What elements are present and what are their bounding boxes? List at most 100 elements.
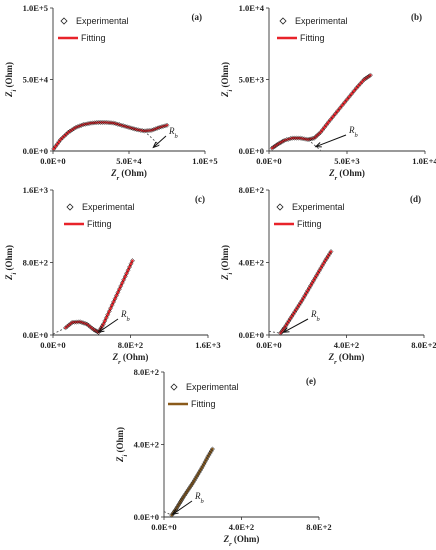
experimental-point [184, 489, 190, 495]
experimental-point [177, 499, 184, 505]
experimental-point [120, 123, 126, 129]
experimental-point [201, 461, 207, 467]
x-tick-label: 4.0E+2 [229, 522, 254, 532]
y-axis-title: Zi (Ohm) [115, 427, 129, 463]
experimental-point [143, 128, 149, 134]
legend-marker-experimental [276, 203, 284, 211]
experimental-point [290, 311, 296, 317]
experimental-point [349, 91, 355, 97]
experimental-point [315, 270, 321, 276]
experimental-point [97, 119, 104, 125]
experimental-point [77, 123, 83, 129]
experimental-point [80, 320, 87, 326]
experimental-point [319, 263, 325, 269]
x-axis-title: Zr (Ohm) [112, 352, 149, 366]
rb-arrowhead [314, 142, 322, 148]
x-tick-label: 0.0E+0 [151, 522, 176, 532]
experimental-point [344, 96, 350, 103]
experimental-point [337, 105, 343, 111]
y-tick-label: 4.0E+2 [134, 440, 159, 450]
experimental-point [145, 128, 151, 134]
experimental-point [316, 131, 322, 137]
experimental-point [139, 128, 145, 134]
experimental-point [151, 126, 157, 133]
experimental-point [339, 102, 345, 108]
panel-label: (c) [195, 194, 205, 204]
experimental-point [207, 450, 213, 456]
experimental-point [293, 307, 299, 313]
extrapolation-line [163, 511, 172, 516]
y-axis-title: Zi (Ohm) [220, 245, 234, 281]
fitting-series-line [52, 121, 169, 151]
legend-label-fitting: Fitting [297, 219, 322, 229]
experimental-point [292, 309, 298, 315]
panel-label: (e) [306, 376, 316, 386]
experimental-point [188, 483, 194, 489]
x-tick-label: 4.0E+2 [334, 340, 359, 350]
legend-label-fitting: Fitting [191, 399, 216, 409]
extrapolation-line [307, 139, 321, 151]
experimental-point [51, 146, 57, 152]
experimental-point [56, 139, 62, 145]
legend-marker-experimental [60, 17, 68, 25]
rb-arrowhead [171, 508, 179, 516]
experimental-point [160, 123, 166, 129]
experimental-point [174, 505, 180, 511]
experimental-point [309, 280, 315, 286]
experimental-point [185, 487, 191, 493]
experimental-point [285, 136, 292, 142]
experimental-point [103, 119, 109, 125]
experimental-point [67, 128, 73, 134]
experimental-point [277, 140, 283, 146]
experimental-point [326, 251, 333, 257]
experimental-point [192, 475, 199, 482]
experimental-point [71, 126, 77, 132]
experimental-point [54, 141, 60, 147]
experimental-point [132, 126, 138, 132]
experimental-point [63, 131, 69, 137]
rb-arrow [283, 318, 309, 333]
experimental-point [310, 135, 316, 142]
fitting-series-line [279, 250, 333, 335]
experimental-point [75, 124, 81, 130]
x-tick-label: 0.0E+0 [40, 340, 65, 350]
x-tick-label: 0.0E+0 [256, 156, 281, 166]
experimental-point [297, 135, 303, 141]
experimental-point [59, 135, 66, 141]
experimental-point [189, 481, 195, 487]
experimental-point [92, 120, 98, 126]
x-axis-title: Zr (Ohm) [110, 168, 147, 182]
experimental-point [105, 120, 111, 126]
rb-annotation: Rb [310, 309, 321, 323]
experimental-point [129, 258, 135, 264]
experimental-point [190, 480, 196, 486]
extrapolation-line [52, 327, 66, 335]
experimental-point [101, 119, 107, 125]
experimental-point [321, 260, 327, 266]
experimental-point [287, 136, 294, 142]
experimental-point [113, 121, 119, 127]
experimental-point [153, 126, 159, 132]
experimental-point [154, 125, 161, 131]
y-axis-title: Zi (Ohm) [4, 62, 18, 98]
rb-annotation: Rb [120, 309, 131, 323]
experimental-point [308, 283, 314, 289]
y-axis-title: Zi (Ohm) [220, 62, 234, 98]
x-tick-label: 1.0E+4 [412, 156, 436, 166]
experimental-point [162, 123, 168, 129]
experimental-point [299, 135, 305, 142]
experimental-point [318, 265, 324, 271]
legend-label-experimental: Experimental [186, 382, 239, 392]
experimental-point [109, 120, 115, 126]
experimental-point [299, 298, 305, 304]
experimental-point [272, 143, 278, 149]
experimental-point [164, 122, 170, 128]
y-tick-label: 5.0E+3 [239, 75, 264, 85]
experimental-point [364, 74, 370, 80]
experimental-point [305, 137, 311, 143]
experimental-point [300, 295, 306, 301]
experimental-point [197, 467, 203, 473]
experimental-point [293, 135, 299, 141]
x-tick-label: 8.0E+2 [306, 522, 331, 532]
